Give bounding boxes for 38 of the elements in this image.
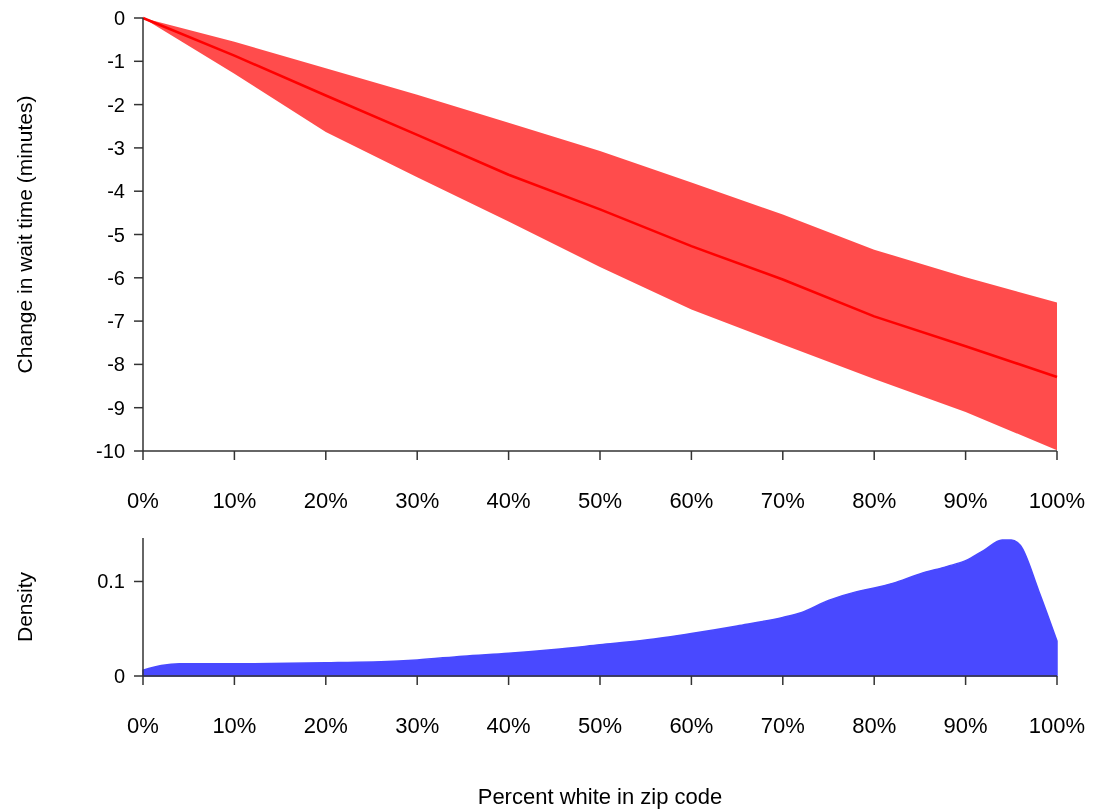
x-tick-label: 0% xyxy=(127,488,159,513)
x-tick-label: 30% xyxy=(395,713,440,738)
x-tick-label: 70% xyxy=(760,488,805,513)
x-tick-label: 20% xyxy=(303,713,348,738)
x-tick-label: 20% xyxy=(303,488,348,513)
y-tick-label: 0 xyxy=(113,665,125,687)
x-tick-label: 0% xyxy=(127,713,159,738)
y-tick-label: -6 xyxy=(107,266,125,289)
x-tick-label: 50% xyxy=(577,713,623,738)
y-tick-label: 0 xyxy=(113,7,125,29)
y-tick-label: -8 xyxy=(107,353,125,376)
y-axis-title: Density xyxy=(13,571,36,643)
x-tick-label: 40% xyxy=(486,488,531,513)
x-tick-label: 60% xyxy=(669,488,714,513)
x-tick-label: 80% xyxy=(852,713,897,738)
x-tick-label: 90% xyxy=(943,713,988,738)
x-tick-label: 60% xyxy=(669,713,714,738)
y-tick-label: -2 xyxy=(107,93,125,116)
y-tick-label: -4 xyxy=(107,180,125,203)
y-tick-label: -7 xyxy=(107,310,125,333)
x-tick-label: 80% xyxy=(852,488,897,513)
y-axis-title: Change in wait time (minutes) xyxy=(13,95,36,374)
x-tick-label: 50% xyxy=(577,488,623,513)
x-tick-label: 40% xyxy=(486,713,531,738)
x-axis-title: Percent white in zip code xyxy=(477,784,723,809)
x-tick-label: 30% xyxy=(395,488,440,513)
y-tick-label: -1 xyxy=(107,50,125,73)
y-tick-label: -9 xyxy=(107,396,125,419)
x-tick-label: 10% xyxy=(212,488,257,513)
x-tick-label: 70% xyxy=(760,713,805,738)
y-tick-label: -10 xyxy=(96,440,125,462)
x-tick-label: 100% xyxy=(1028,713,1086,738)
x-tick-label: 100% xyxy=(1028,488,1086,513)
y-tick-label: -5 xyxy=(107,223,125,246)
x-tick-label: 90% xyxy=(943,488,988,513)
x-tick-label: 10% xyxy=(212,713,257,738)
y-tick-label: -3 xyxy=(107,136,125,159)
y-tick-label: 0.1 xyxy=(97,570,125,593)
